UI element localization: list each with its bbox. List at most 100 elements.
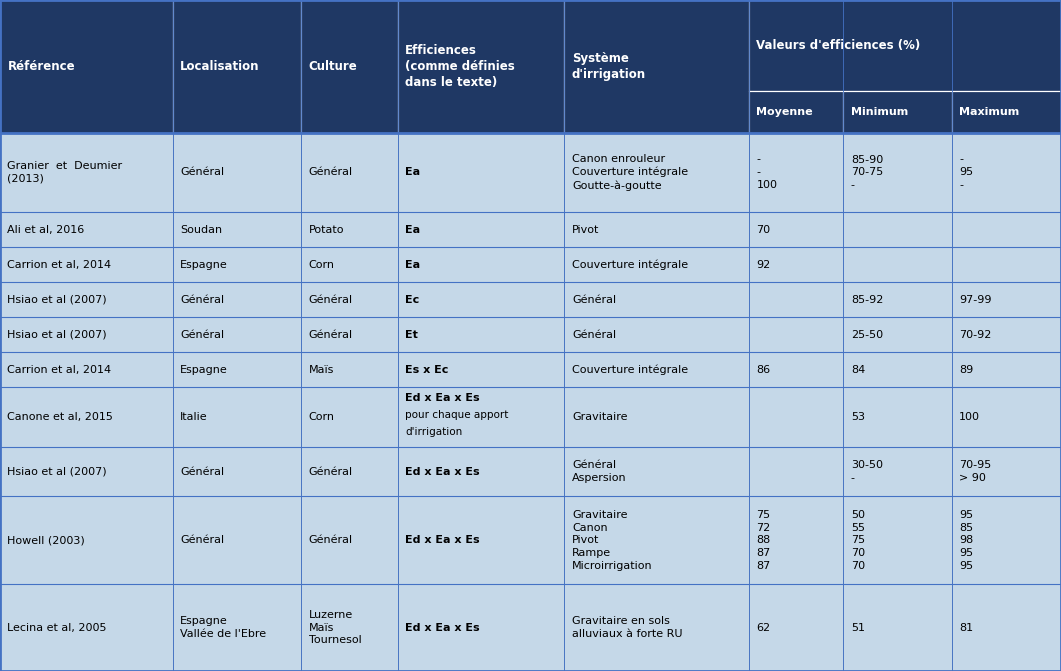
Bar <box>952 133 1061 212</box>
Text: 25-50: 25-50 <box>851 330 883 340</box>
Text: Carrion et al, 2014: Carrion et al, 2014 <box>7 365 111 375</box>
Text: Général: Général <box>572 295 616 305</box>
Text: Lecina et al, 2005: Lecina et al, 2005 <box>7 623 107 633</box>
Bar <box>301 352 398 387</box>
Bar <box>749 212 843 247</box>
Text: Général: Général <box>180 466 225 476</box>
Bar <box>564 212 749 247</box>
Text: Gravitaire: Gravitaire <box>572 412 627 422</box>
Bar <box>398 447 564 497</box>
Bar <box>398 212 564 247</box>
Bar <box>843 447 952 497</box>
Bar <box>0 387 173 447</box>
Bar <box>564 0 749 133</box>
Bar <box>398 282 564 317</box>
Bar <box>564 387 749 447</box>
Text: -
-
100: - - 100 <box>756 154 778 190</box>
Text: Moyenne: Moyenne <box>756 107 813 117</box>
Bar <box>952 212 1061 247</box>
Bar <box>749 387 843 447</box>
Bar <box>301 317 398 352</box>
Text: 70-92: 70-92 <box>959 330 992 340</box>
Bar <box>749 317 843 352</box>
Bar <box>843 91 952 133</box>
Bar <box>843 247 952 282</box>
Text: Général: Général <box>180 330 225 340</box>
Text: d'irrigation: d'irrigation <box>405 427 463 437</box>
Bar <box>749 282 843 317</box>
Text: Maïs: Maïs <box>309 365 334 375</box>
Bar <box>173 387 301 447</box>
Text: Général: Général <box>309 535 353 546</box>
Text: 75
72
88
87
87: 75 72 88 87 87 <box>756 510 770 571</box>
Text: Efficiences
(comme définies
dans le texte): Efficiences (comme définies dans le text… <box>405 44 515 89</box>
Text: Espagne: Espagne <box>180 260 228 270</box>
Bar <box>0 352 173 387</box>
Bar <box>173 212 301 247</box>
Text: Potato: Potato <box>309 225 344 235</box>
Bar <box>952 447 1061 497</box>
Text: Granier  et  Deumier
(2013): Granier et Deumier (2013) <box>7 161 123 184</box>
Bar <box>0 447 173 497</box>
Bar <box>398 352 564 387</box>
Bar <box>173 0 301 133</box>
Bar <box>843 317 952 352</box>
Text: Canone et al, 2015: Canone et al, 2015 <box>7 412 114 422</box>
Bar <box>564 247 749 282</box>
Bar <box>564 447 749 497</box>
Text: Ea: Ea <box>405 260 420 270</box>
Text: Ed x Ea x Es: Ed x Ea x Es <box>405 623 480 633</box>
Text: 62: 62 <box>756 623 770 633</box>
Bar <box>173 317 301 352</box>
Bar <box>0 247 173 282</box>
Bar <box>952 497 1061 584</box>
Text: 53: 53 <box>851 412 865 422</box>
Text: Général: Général <box>180 535 225 546</box>
Text: Italie: Italie <box>180 412 208 422</box>
Bar <box>398 497 564 584</box>
Bar <box>749 133 843 212</box>
Bar <box>173 352 301 387</box>
Bar <box>749 0 1061 91</box>
Text: Général
Aspersion: Général Aspersion <box>572 460 626 483</box>
Bar <box>0 497 173 584</box>
Bar <box>952 247 1061 282</box>
Bar <box>749 584 843 671</box>
Text: Culture: Culture <box>309 60 358 72</box>
Text: Système
d'irrigation: Système d'irrigation <box>572 52 646 81</box>
Text: 86: 86 <box>756 365 770 375</box>
Bar <box>0 317 173 352</box>
Text: Es x Ec: Es x Ec <box>405 365 449 375</box>
Text: Espagne
Vallée de l'Ebre: Espagne Vallée de l'Ebre <box>180 616 266 639</box>
Text: 51: 51 <box>851 623 865 633</box>
Text: Canon enrouleur
Couverture intégrale
Goutte-à-goutte: Canon enrouleur Couverture intégrale Gou… <box>572 154 688 191</box>
Text: 100: 100 <box>959 412 980 422</box>
Bar <box>0 133 173 212</box>
Bar <box>843 387 952 447</box>
Bar <box>843 282 952 317</box>
Text: Couverture intégrale: Couverture intégrale <box>572 260 688 270</box>
Bar <box>843 352 952 387</box>
Bar <box>301 247 398 282</box>
Bar <box>173 447 301 497</box>
Bar <box>398 0 564 133</box>
Text: 81: 81 <box>959 623 973 633</box>
Bar <box>952 282 1061 317</box>
Bar <box>398 133 564 212</box>
Text: Gravitaire en sols
alluviaux à forte RU: Gravitaire en sols alluviaux à forte RU <box>572 616 682 639</box>
Text: 85-90
70-75
-: 85-90 70-75 - <box>851 154 883 190</box>
Text: Général: Général <box>572 330 616 340</box>
Text: Localisation: Localisation <box>180 60 260 72</box>
Text: Pivot: Pivot <box>572 225 599 235</box>
Text: Ali et al, 2016: Ali et al, 2016 <box>7 225 85 235</box>
Bar <box>564 282 749 317</box>
Bar <box>564 497 749 584</box>
Bar <box>843 133 952 212</box>
Text: Ea: Ea <box>405 225 420 235</box>
Bar <box>301 212 398 247</box>
Bar <box>0 282 173 317</box>
Bar <box>952 91 1061 133</box>
Bar <box>0 212 173 247</box>
Bar <box>952 317 1061 352</box>
Bar <box>398 387 564 447</box>
